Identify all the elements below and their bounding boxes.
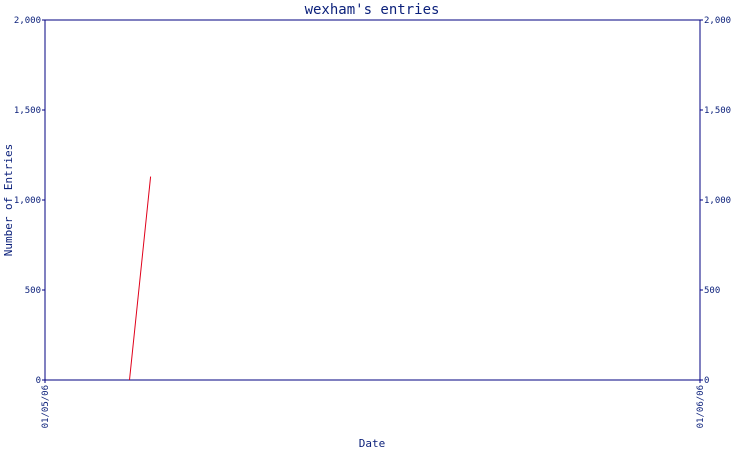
y-tick-label-left: 1,500	[14, 106, 41, 116]
x-axis: 01/05/06 01/06/06	[41, 380, 706, 428]
y-tick-label-left: 0	[36, 376, 41, 386]
x-tick-label: 01/05/06	[41, 385, 51, 428]
y-tick-label-right: 1,000	[704, 196, 731, 206]
x-tick-label: 01/06/06	[696, 385, 706, 428]
y-tick-label-left: 2,000	[14, 16, 41, 26]
series-layer	[129, 176, 152, 381]
plot-frame	[44, 19, 701, 381]
y-axis-label: Number of Entries	[2, 144, 15, 257]
y-tick-label-left: 500	[25, 286, 41, 296]
y-tick-label-right: 1,500	[704, 106, 731, 116]
y-tick-label-right: 0	[704, 376, 709, 386]
chart-title: wexham's entries	[305, 2, 440, 18]
y-axis-left: 0 500 1,000 1,500 2,000	[14, 16, 45, 386]
y-tick-label-left: 1,000	[14, 196, 41, 206]
y-axis-right: 0 500 1,000 1,500 2,000	[700, 16, 731, 386]
x-axis-label: Date	[359, 437, 386, 450]
series-line	[129, 176, 152, 381]
y-tick-label-right: 500	[704, 286, 720, 296]
y-tick-label-right: 2,000	[704, 16, 731, 26]
